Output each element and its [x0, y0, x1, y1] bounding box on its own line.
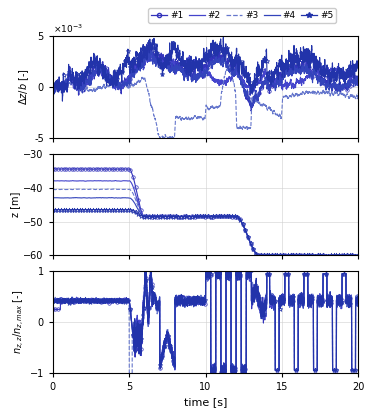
Y-axis label: $\Delta z / b$ [-]: $\Delta z / b$ [-] — [17, 69, 31, 105]
Y-axis label: z [m]: z [m] — [10, 192, 21, 217]
Legend: #1, #2, #3, #4, #5: #1, #2, #3, #4, #5 — [148, 8, 336, 23]
Text: $\times10^{-3}$: $\times10^{-3}$ — [53, 23, 82, 35]
X-axis label: time [s]: time [s] — [184, 398, 227, 408]
Y-axis label: $n_{z,z} / n_{z,max}$ [-]: $n_{z,z} / n_{z,max}$ [-] — [12, 290, 27, 354]
